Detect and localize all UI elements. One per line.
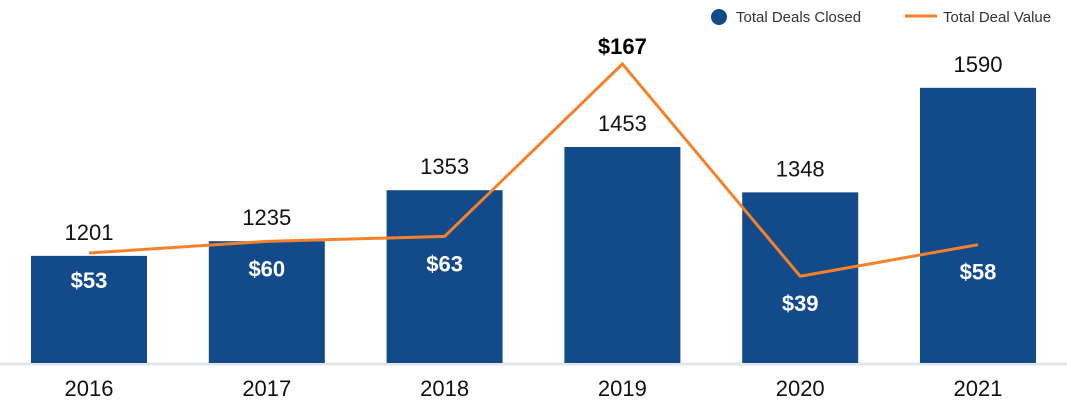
x-tick-2019: 2019	[598, 376, 647, 400]
x-tick-2018: 2018	[420, 376, 469, 400]
bar-2021	[920, 87, 1036, 363]
deals-label-2018: 1353	[420, 154, 469, 179]
bar-2018	[386, 190, 503, 363]
value-label-2017: $60	[248, 256, 285, 281]
legend-marker-deals	[711, 9, 727, 25]
deals-label-2016: 1201	[65, 220, 114, 245]
legend-label-value: Total Deal Value	[943, 9, 1051, 26]
bar-2019	[564, 147, 681, 363]
deals-label-2020: 1348	[776, 156, 825, 181]
x-tick-2016: 2016	[65, 376, 114, 400]
value-label-2018: $63	[426, 251, 463, 276]
value-label-2016: $53	[71, 268, 108, 293]
bar-2016	[31, 255, 147, 363]
value-label-2019: $167	[598, 34, 647, 59]
deals-label-2017: 1235	[242, 205, 291, 230]
deals-label-2019: 1453	[598, 111, 647, 136]
legend: Total Deals Closed Total Deal Value	[711, 9, 1051, 26]
bar-2017	[208, 241, 325, 363]
value-label-2020: $39	[782, 291, 819, 316]
value-label-2021: $58	[960, 260, 997, 285]
x-tick-2021: 2021	[954, 376, 1003, 400]
legend-label-deals: Total Deals Closed	[736, 9, 861, 26]
deal-value-line	[88, 61, 979, 278]
x-tick-2017: 2017	[242, 376, 291, 400]
x-tick-2020: 2020	[776, 376, 825, 400]
deals-label-2021: 1590	[954, 52, 1003, 77]
